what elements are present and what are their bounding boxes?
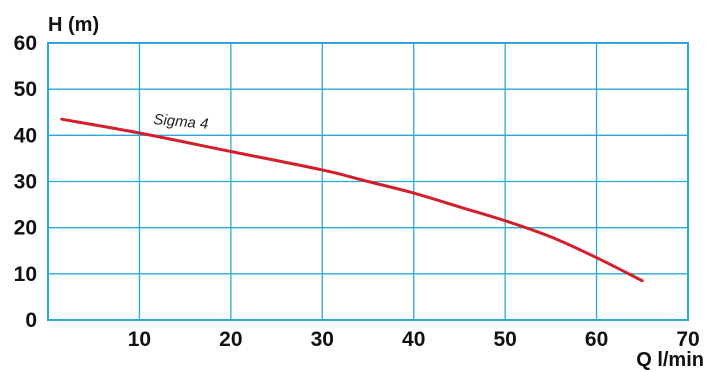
y-tick-label: 40 <box>14 124 37 147</box>
plot-frame <box>47 42 689 321</box>
x-tick-label: 20 <box>219 328 242 351</box>
y-axis-title: H (m) <box>48 14 99 36</box>
x-tick-label: 60 <box>585 328 608 351</box>
x-tick-label: 50 <box>493 328 516 351</box>
y-tick-label: 0 <box>25 309 37 332</box>
y-tick-label: 30 <box>14 171 37 194</box>
series-label-sigma-4: Sigma 4 <box>153 111 209 133</box>
x-axis-ticks: 10 20 30 40 50 60 70 <box>128 328 700 351</box>
x-axis-title: Q l/min <box>636 349 704 371</box>
x-tick-label: 10 <box>128 328 151 351</box>
series-line-sigma-4 <box>60 117 644 283</box>
y-tick-label: 10 <box>14 263 37 286</box>
x-tick-label: 40 <box>402 328 425 351</box>
y-tick-label: 50 <box>14 78 37 101</box>
y-tick-label: 60 <box>14 32 37 55</box>
y-tick-label: 20 <box>14 217 37 240</box>
x-tick-label: 30 <box>311 328 334 351</box>
x-tick-label: 70 <box>676 328 699 351</box>
y-axis-ticks: 0 10 20 30 40 50 60 <box>14 32 37 332</box>
